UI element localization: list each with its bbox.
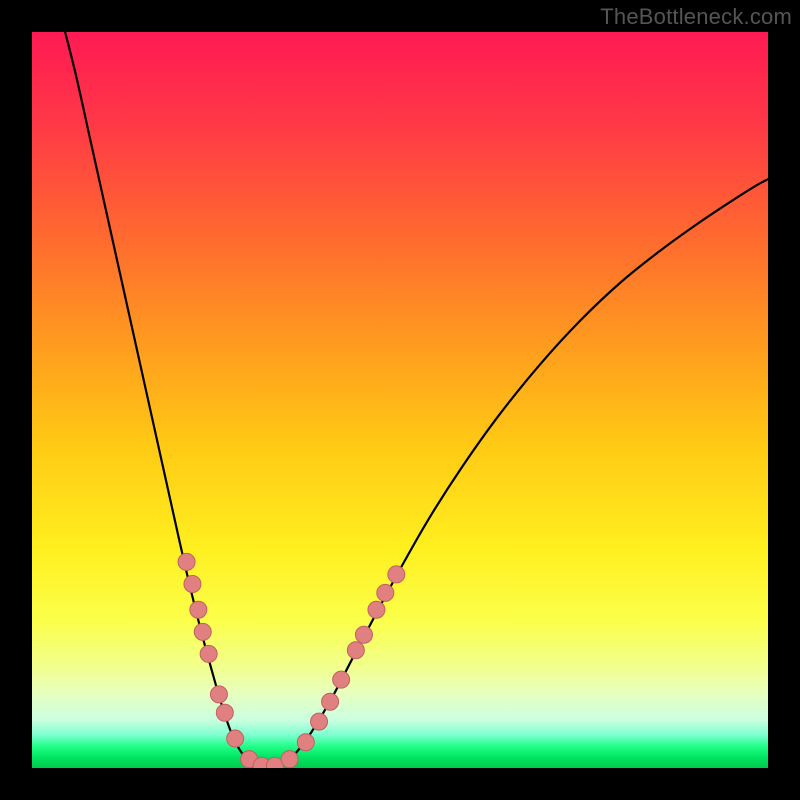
curve-marker xyxy=(190,601,207,618)
curve-marker xyxy=(194,623,211,640)
curve-marker xyxy=(200,645,217,662)
curve-marker xyxy=(178,553,195,570)
curve-marker xyxy=(210,686,227,703)
curve-marker xyxy=(311,713,328,730)
curve-marker xyxy=(333,671,350,688)
curve-marker xyxy=(368,601,385,618)
curve-marker xyxy=(322,693,339,710)
curve-marker xyxy=(227,730,244,747)
curve-marker xyxy=(216,704,233,721)
curve-marker xyxy=(184,576,201,593)
curve-marker xyxy=(297,734,314,751)
curve-marker xyxy=(355,626,372,643)
curve-marker xyxy=(388,566,405,583)
curve-marker xyxy=(377,584,394,601)
plot-background xyxy=(32,32,768,768)
curve-marker xyxy=(281,751,298,768)
curve-marker xyxy=(347,642,364,659)
bottleneck-chart xyxy=(0,0,800,800)
